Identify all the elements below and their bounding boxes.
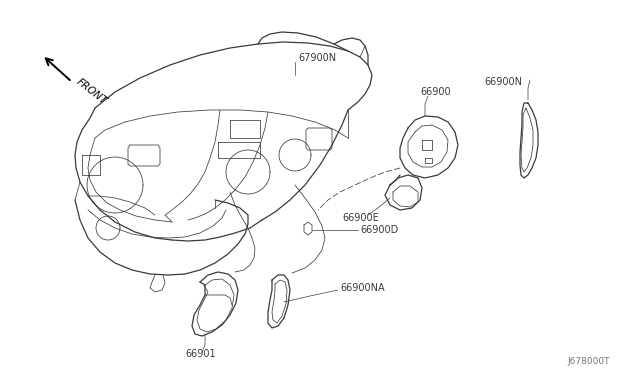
Text: 66900E: 66900E <box>342 213 379 223</box>
Text: 66900: 66900 <box>420 87 451 97</box>
Text: 66900D: 66900D <box>360 225 398 235</box>
Text: 66901: 66901 <box>185 349 216 359</box>
Text: 67900N: 67900N <box>298 53 336 63</box>
Text: 66900NA: 66900NA <box>340 283 385 293</box>
Text: J678000T: J678000T <box>568 357 610 366</box>
Text: 66900N: 66900N <box>484 77 522 87</box>
Text: FRONT: FRONT <box>74 77 108 107</box>
